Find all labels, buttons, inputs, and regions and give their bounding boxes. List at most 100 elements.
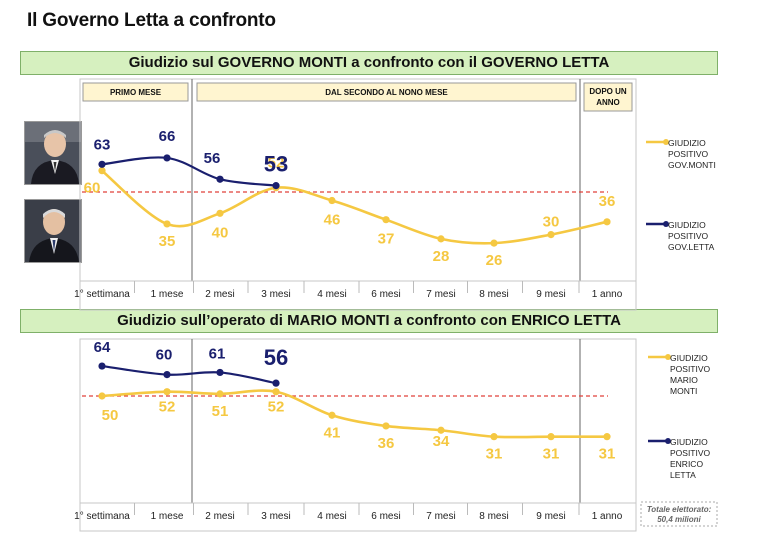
chart2-legend-label: MARIO — [670, 375, 698, 385]
chart1-x-tick-label: 6 mesi — [371, 289, 400, 300]
chart1-x-tick-label: 3 mesi — [261, 289, 290, 300]
chart1-legend-label: POSITIVO — [668, 149, 709, 159]
chart1-monti-point — [547, 231, 555, 239]
chart1-legend-label: GOV.MONTI — [668, 160, 716, 170]
chart2-monti-point — [603, 433, 611, 441]
chart1-monti-point — [490, 239, 498, 247]
chart1-letta-point — [216, 175, 224, 183]
chart1-letta-data-label: 56 — [204, 150, 221, 167]
chart2-monti-point — [163, 388, 171, 396]
chart1-period-label: ANNO — [596, 98, 620, 107]
chart2-x-tick-label: 6 mesi — [371, 511, 400, 522]
chart2-letta-point — [98, 362, 106, 370]
footnote-box — [640, 501, 718, 527]
chart2-x-tick-label: 7 mesi — [426, 511, 455, 522]
chart2-legend-label: GIUDIZIO — [670, 437, 708, 447]
chart1-monti-data-label: 35 — [159, 233, 176, 250]
chart1-x-tick-label: 2 mesi — [205, 289, 234, 300]
chart1-x-tick-label: 9 mesi — [536, 289, 565, 300]
chart2-monti-point — [98, 392, 106, 400]
chart2-monti-data-label: 52 — [268, 399, 285, 416]
chart2-title-banner: Giudizio sull’operato di MARIO MONTI a c… — [20, 309, 718, 333]
chart1-monti-data-label: 30 — [543, 214, 560, 231]
chart2-monti-data-label: 50 — [102, 407, 119, 424]
chart2-letta-data-label: 56 — [264, 345, 288, 370]
chart1-monti-point — [382, 216, 390, 224]
chart2-monti-point — [328, 411, 336, 419]
chart2-monti-data-label: 36 — [378, 435, 395, 452]
chart2-letta-point — [216, 368, 224, 377]
chart2-monti-line — [101, 389, 607, 439]
chart2-legend-label: MONTI — [670, 386, 697, 396]
chart2-x-tick-label: 8 mesi — [479, 511, 508, 522]
chart1-monti-data-label: 26 — [486, 252, 503, 269]
chart1-x-tick-label: 1 mese — [151, 289, 184, 300]
enrico-letta-photo — [24, 121, 82, 185]
chart2-monti-data-label: 31 — [599, 446, 616, 463]
chart2-x-tick-label: 9 mesi — [536, 511, 565, 522]
chart2-legend-label: LETTA — [670, 470, 696, 480]
chart1-legend-marker — [663, 139, 669, 145]
chart1-monti-data-label: 46 — [324, 212, 341, 229]
chart1-legend-label: GIUDIZIO — [668, 220, 706, 230]
chart2-x-tick-label: 4 mesi — [317, 511, 346, 522]
chart1-letta-point — [272, 182, 280, 190]
chart2-category-frame — [79, 502, 637, 532]
chart2-monti-point — [216, 390, 224, 398]
chart1-monti-point — [163, 220, 171, 228]
footnote-text: 50,4 milioni — [657, 515, 701, 524]
chart2-legend-marker — [665, 354, 671, 360]
chart2-x-tick-label: 1° settimana — [74, 511, 130, 522]
chart2-letta-point — [272, 379, 280, 387]
chart1-monti-line — [101, 169, 608, 245]
chart1-monti-data-label: 60 — [84, 180, 101, 197]
chart1-legend-label: GIUDIZIO — [668, 138, 706, 148]
chart1-period-label: PRIMO MESE — [110, 88, 162, 97]
chart1-x-tick-label: 7 mesi — [426, 289, 455, 300]
chart1-legend-label: POSITIVO — [668, 231, 709, 241]
chart2-monti-data-label: 34 — [433, 433, 450, 450]
chart1-plot-frame — [79, 78, 637, 282]
chart1-monti-point — [98, 167, 106, 175]
chart2-x-tick-label: 1 mese — [151, 511, 184, 522]
chart1-monti-point — [437, 235, 445, 243]
chart1-period-header — [82, 82, 189, 102]
chart1-monti-data-label: 37 — [378, 231, 395, 248]
footnote-text: Totale elettorato: — [647, 505, 712, 514]
chart2-letta-data-label: 64 — [94, 339, 111, 356]
chart1-monti-point — [328, 196, 336, 205]
chart1-period-header — [196, 82, 577, 102]
chart2-x-tick-label: 2 mesi — [205, 511, 234, 522]
chart1-category-frame — [79, 280, 637, 311]
chart1-x-tick-label: 1 anno — [592, 289, 623, 300]
chart1-legend-label: GOV.LETTA — [668, 242, 715, 252]
chart2-legend-label: ENRICO — [670, 459, 703, 469]
chart2-monti-data-label: 52 — [159, 399, 176, 416]
chart1-letta-data-label: 63 — [94, 136, 111, 153]
chart2-monti-data-label: 31 — [486, 446, 503, 463]
chart1-title-banner: Giudizio sul GOVERNO MONTI a confronto c… — [20, 51, 718, 75]
chart1-x-tick-label: 4 mesi — [317, 289, 346, 300]
chart2-monti-point — [437, 426, 445, 434]
chart1-monti-data-label: 52 — [268, 155, 285, 172]
chart2-monti-data-label: 31 — [543, 446, 560, 463]
chart2-legend-label: POSITIVO — [670, 364, 711, 374]
chart2-legend-label: GIUDIZIO — [670, 353, 708, 363]
chart1-monti-point — [603, 218, 611, 226]
chart1-monti-data-label: 28 — [433, 248, 450, 265]
chart1-monti-data-label: 36 — [599, 193, 616, 210]
page-title: Il Governo Letta a confronto — [27, 10, 276, 31]
chart2-monti-data-label: 41 — [324, 424, 341, 441]
chart2-monti-point — [490, 433, 498, 441]
chart2-monti-point — [272, 388, 280, 396]
chart1-letta-line — [101, 156, 277, 187]
chart1-period-label: DAL SECONDO AL NONO MESE — [325, 88, 448, 97]
chart2-monti-point — [547, 433, 555, 441]
chart2-x-tick-label: 1 anno — [592, 511, 623, 522]
chart2-monti-point — [382, 422, 390, 430]
chart1-x-tick-label: 1° settimana — [74, 289, 130, 300]
chart2-title: Giudizio sull’operato di MARIO MONTI a c… — [117, 312, 621, 329]
chart1-x-tick-label: 8 mesi — [479, 289, 508, 300]
chart1-legend-marker — [663, 221, 669, 227]
